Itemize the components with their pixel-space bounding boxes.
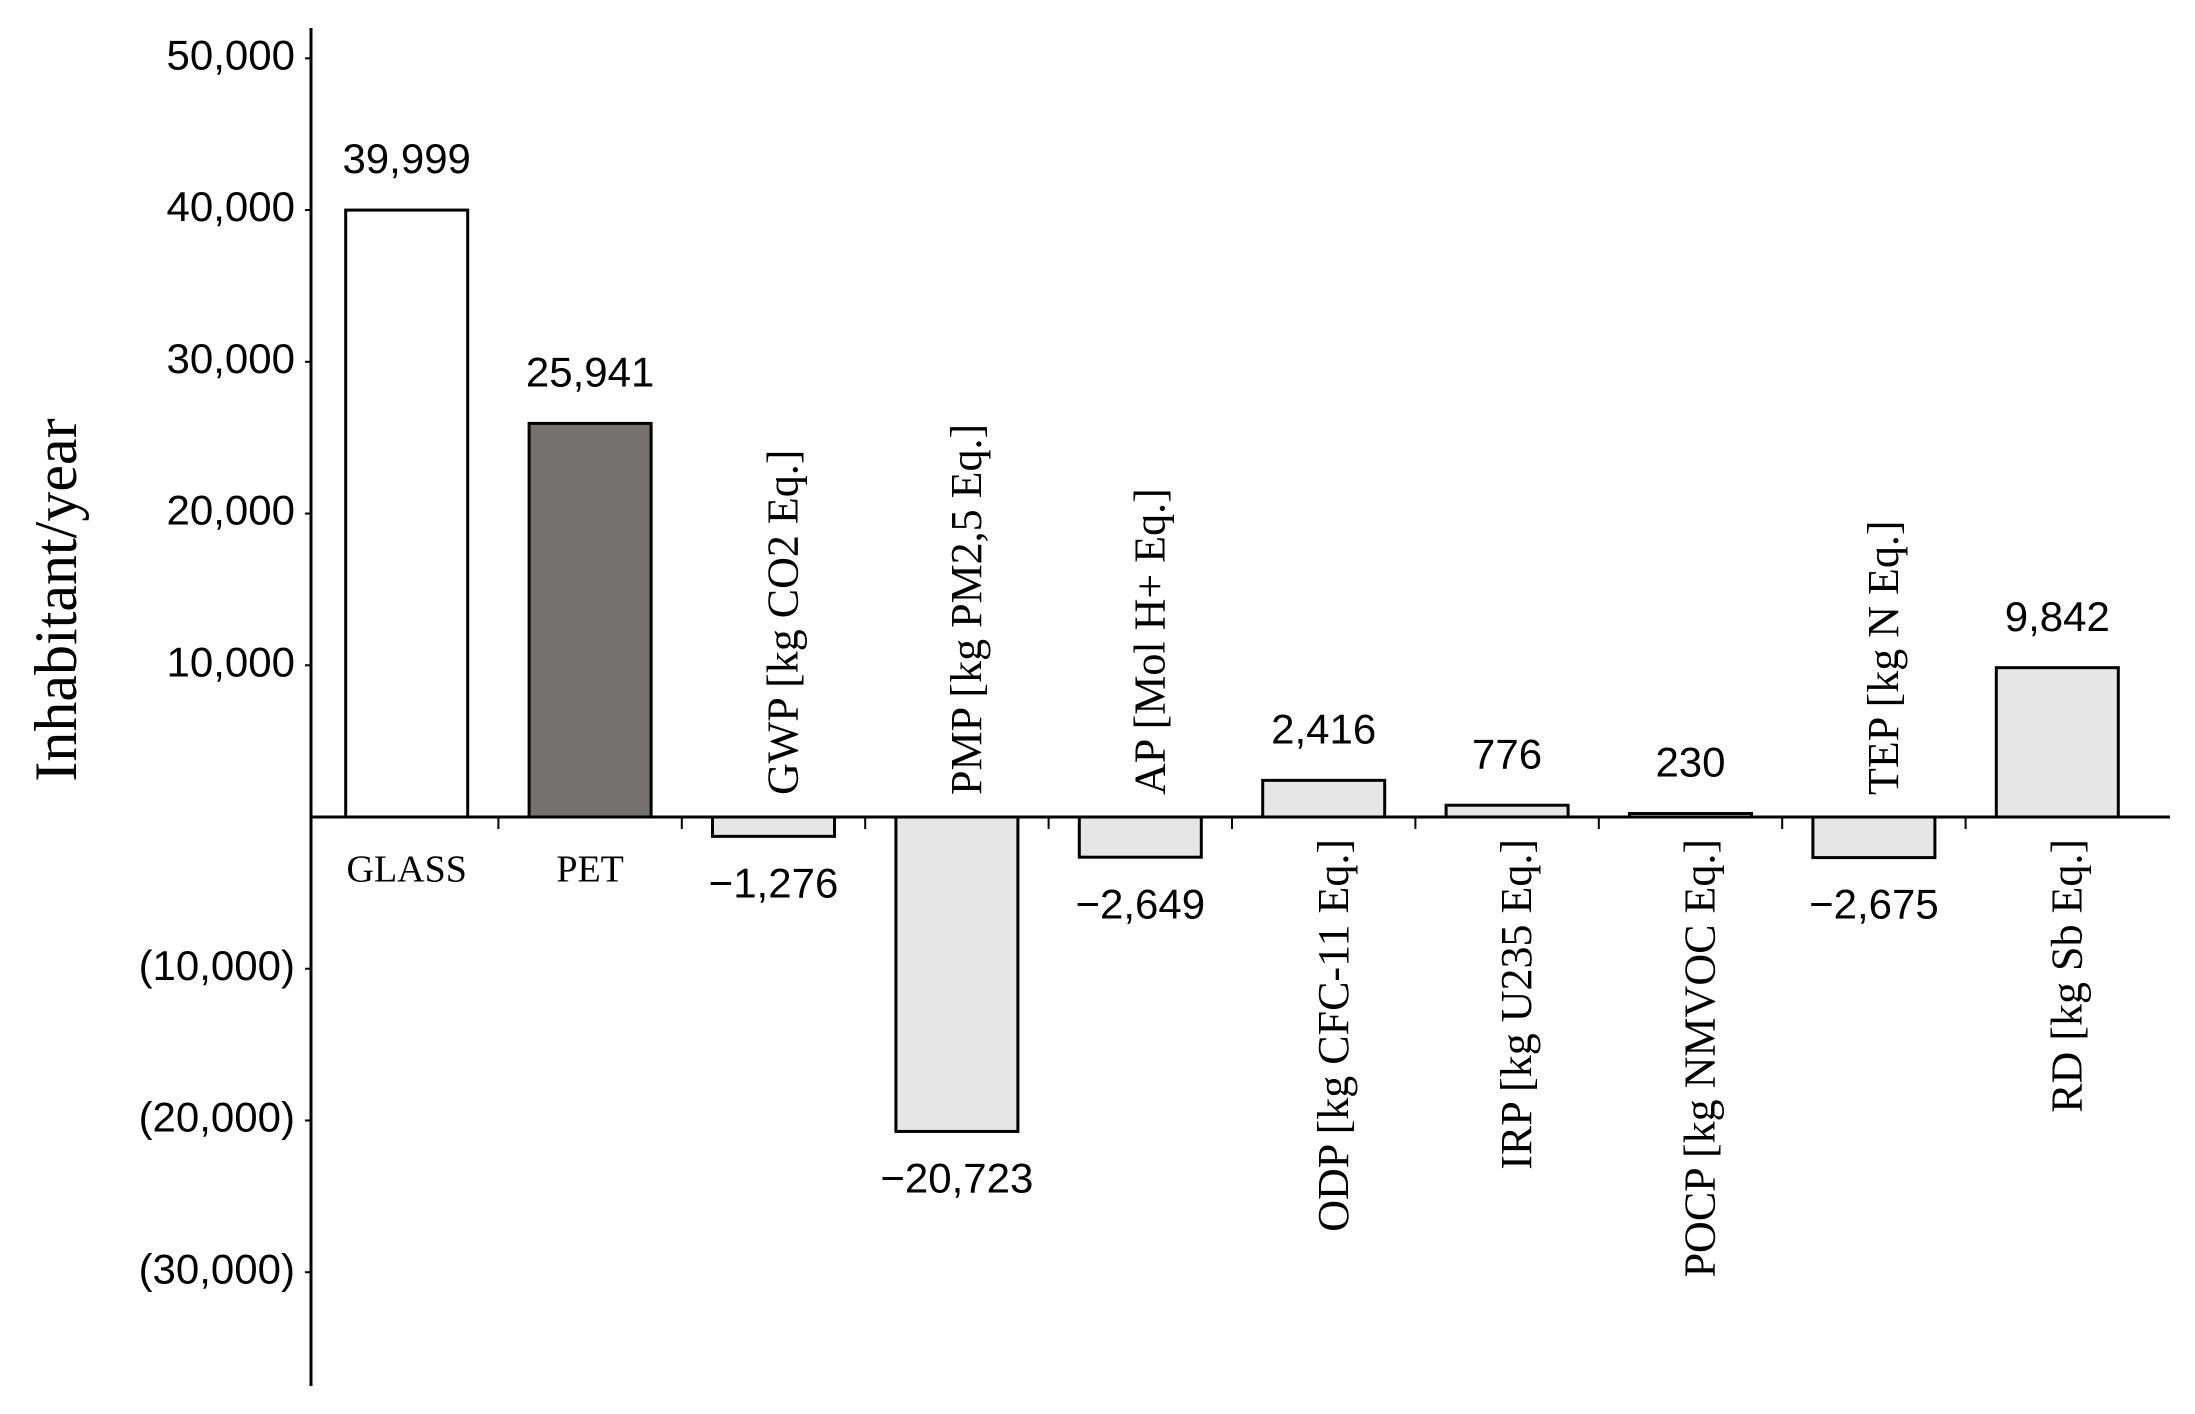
y-axis-title: Inhabitant/year <box>23 418 89 781</box>
bar <box>1077 815 1203 859</box>
x-tick-label: PET <box>556 849 624 891</box>
value-label: 2,416 <box>1271 705 1376 752</box>
x-tick-label: PMP [kg PM2,5 Eq.] <box>942 424 991 795</box>
y-tick-label: 40,000 <box>167 183 295 230</box>
y-tick-label: (30,000) <box>139 1245 295 1292</box>
value-label: −2,675 <box>1809 881 1939 928</box>
x-tick-label: RD [kg Sb Eq.] <box>2042 839 2091 1113</box>
y-tick-label: (20,000) <box>139 1094 295 1141</box>
value-label: 230 <box>1655 739 1725 786</box>
bar <box>1811 815 1937 860</box>
y-tick-label: 30,000 <box>167 335 295 382</box>
bar <box>1994 666 2120 819</box>
bar <box>1261 778 1387 819</box>
x-tick-label: AP [Mol H+ Eq.] <box>1125 488 1174 795</box>
x-tick-label: POCP [kg NMVOC Eq.] <box>1676 839 1725 1277</box>
bar <box>344 208 470 819</box>
y-tick-label: 10,000 <box>167 638 295 685</box>
x-tick-label: IRP [kg U235 Eq.] <box>1492 839 1541 1170</box>
x-tick-label: GLASS <box>347 849 467 891</box>
y-tick-label: (10,000) <box>139 942 295 989</box>
bar <box>1628 812 1753 819</box>
value-label: 39,999 <box>342 135 470 182</box>
x-tick-label: ODP [kg CFC-11 Eq.] <box>1309 839 1358 1232</box>
value-label: −1,276 <box>709 859 839 906</box>
x-tick-label: GWP [kg CO2 Eq.] <box>759 450 808 795</box>
value-label: −20,723 <box>880 1155 1033 1202</box>
value-label: 9,842 <box>2005 593 2110 640</box>
bar <box>894 815 1020 1133</box>
bar <box>711 815 836 838</box>
bar <box>527 421 653 819</box>
y-tick-label: 50,000 <box>167 31 295 78</box>
x-tick-label: TEP [kg N Eq.] <box>1859 520 1908 795</box>
value-label: −2,649 <box>1075 880 1205 927</box>
value-label: 776 <box>1472 730 1542 777</box>
value-label: 25,941 <box>526 348 654 395</box>
y-tick-label: 20,000 <box>167 487 295 534</box>
bar <box>1444 803 1570 819</box>
